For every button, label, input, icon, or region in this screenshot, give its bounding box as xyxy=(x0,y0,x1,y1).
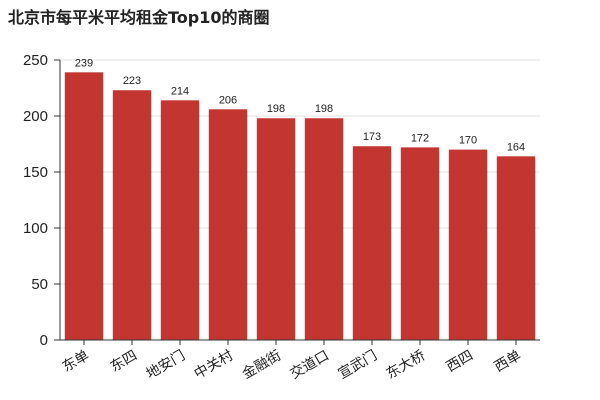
bar-value-label: 170 xyxy=(459,135,477,147)
x-tick-label: 西四 xyxy=(444,348,476,376)
y-tick-label: 200 xyxy=(23,108,48,125)
x-tick-label: 宣武门 xyxy=(336,348,380,383)
bar xyxy=(400,147,440,340)
bar-value-label: 173 xyxy=(363,131,381,143)
bar-value-label: 223 xyxy=(123,75,141,87)
bar-value-label: 214 xyxy=(171,85,189,97)
bar-value-label: 198 xyxy=(267,103,285,115)
x-tick-label: 交道口 xyxy=(287,347,332,383)
x-tick-label: 地安门 xyxy=(144,348,188,383)
data-labels: 239 223 214 206 198 198 173 172 170 164 xyxy=(75,57,525,153)
bar-value-label: 164 xyxy=(507,141,525,153)
y-tick-label: 100 xyxy=(23,220,48,237)
bar xyxy=(256,118,296,341)
bars xyxy=(64,72,536,341)
y-tick-label: 50 xyxy=(31,276,48,293)
bar-value-label: 172 xyxy=(411,132,429,144)
bar-value-label: 239 xyxy=(75,57,93,69)
bar xyxy=(64,72,104,340)
bar xyxy=(448,149,488,340)
y-tick-label: 150 xyxy=(23,164,48,181)
x-tick-label: 东四 xyxy=(108,348,140,376)
x-tick-label: 东大桥 xyxy=(384,348,428,383)
y-tick-label: 250 xyxy=(23,52,48,69)
bar-value-label: 206 xyxy=(219,94,237,106)
bar xyxy=(496,156,536,340)
x-tick-label: 东单 xyxy=(60,348,92,376)
bar xyxy=(160,100,200,340)
bar xyxy=(208,109,248,340)
chart-title: 北京市每平米平均租金Top10的商圈 xyxy=(8,8,270,27)
bar xyxy=(112,90,152,341)
bar xyxy=(304,118,344,341)
x-tick-label: 中关村 xyxy=(192,348,236,383)
bar-value-label: 198 xyxy=(315,103,333,115)
bar xyxy=(352,146,392,340)
x-tick-label: 金融街 xyxy=(240,348,284,383)
x-tick-label: 西单 xyxy=(492,348,524,376)
y-tick-label: 0 xyxy=(40,332,48,349)
